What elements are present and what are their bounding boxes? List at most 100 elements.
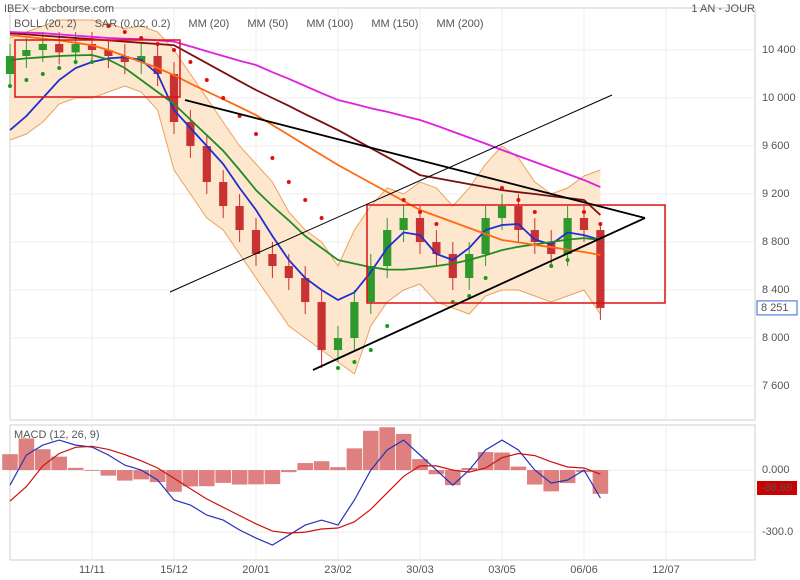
legend-entry: MM (20) [188,18,229,30]
candle-body [465,254,474,279]
y-tick-label: 8 400 [762,284,790,296]
histogram-bar [149,470,166,483]
sar-dot [352,360,357,365]
candle-body [251,230,261,255]
macd-title: MACD (12, 26, 9) [14,429,100,441]
candle-body [530,230,539,243]
moving-average [9,54,601,271]
histogram-bar [461,468,477,471]
candle-body [514,206,523,231]
histogram-bar [67,467,84,471]
bollinger-upper [9,19,601,268]
candle-body [202,146,211,183]
histogram-bar [231,470,248,485]
sar-dot [319,216,324,221]
histogram-bar [395,433,412,471]
candle-body [317,302,326,351]
sar-dot [106,24,111,29]
histogram-bar [379,427,395,471]
sar-dot [549,264,554,269]
sar-dot [516,198,521,203]
trend-line [312,217,646,371]
moving-average [9,31,601,188]
candle-body [301,278,310,303]
histogram-bar [543,470,559,492]
y-tick-label: 0.000 [762,464,790,476]
histogram-bar [248,470,264,485]
candle-body [5,56,15,75]
candle-body [104,50,113,57]
histogram-bar [133,470,149,480]
histogram-bar [182,470,199,487]
histogram-bar [510,466,527,471]
moving-average [9,34,601,256]
sar-dot [532,210,537,215]
histogram-bar [84,470,100,471]
histogram-bar [297,463,313,471]
x-tick-label: 06/06 [570,564,598,576]
annotation-box [366,204,666,304]
sar-dot [483,276,488,281]
y-tick-label: 9 200 [762,188,790,200]
histogram-bar [428,470,445,475]
legend-entry: SAR (0.02, 0.2) [95,18,171,30]
y-tick-label: 8 800 [762,236,790,248]
candle-body [120,56,129,63]
x-tick-label: 03/05 [488,564,516,576]
histogram-bar [313,461,330,471]
y-tick-label: 9 600 [762,140,790,152]
macd-line [9,445,601,534]
sar-dot [368,348,373,353]
sar-dot [418,210,422,215]
y-tick-label: 10 000 [762,92,796,104]
macd-line [9,439,601,546]
sar-dot [221,96,226,101]
y-tick-label: 8 000 [762,332,790,344]
histogram-bar [445,470,461,486]
sar-dot [336,366,340,371]
sar-dot [188,60,193,65]
sar-dot [90,60,94,65]
plot: 11/11 15/12 20/01 23/02 30/03 03/05 06/06 12/07… [2,8,798,576]
annotations [14,39,666,371]
legend-entry: MM (150) [371,18,418,30]
sar-dot [467,294,472,299]
sar-dot [303,198,308,203]
candle-body [415,218,425,243]
histogram-bar [264,470,281,485]
histogram-bar [412,459,428,471]
sar-dot [139,36,144,41]
last-value: 8 251 [761,302,789,314]
candle-body [366,266,375,303]
histogram-bar [559,470,576,484]
histogram-bar [592,470,609,494]
candle-body [219,182,228,207]
last-value-box [757,480,797,495]
candle-body [169,74,179,123]
candle-body [481,218,490,255]
histogram-bar [199,470,215,487]
candle-body [399,218,408,231]
sar-dot [8,84,12,89]
sar-dot [565,258,570,263]
x-tick-label: 23/02 [324,564,352,576]
last-value-box [756,300,798,316]
moving-average [9,56,601,302]
macd-frame [9,424,756,561]
candle-body [55,44,64,53]
candle-body [432,242,441,255]
legend-entry: MM (200) [436,18,483,30]
sar-dot [155,42,160,47]
last-value: -86.69 [761,482,792,494]
candle-body [350,302,359,339]
sar-dot [40,72,45,77]
x-tick-label: 30/03 [406,564,434,576]
bollinger-lower [9,85,601,375]
sar-dot [73,60,78,65]
candle-body [497,206,507,219]
sar-dot [385,324,390,329]
candle-body [87,44,97,51]
candle-body [38,44,47,51]
histogram-bar [117,470,133,481]
